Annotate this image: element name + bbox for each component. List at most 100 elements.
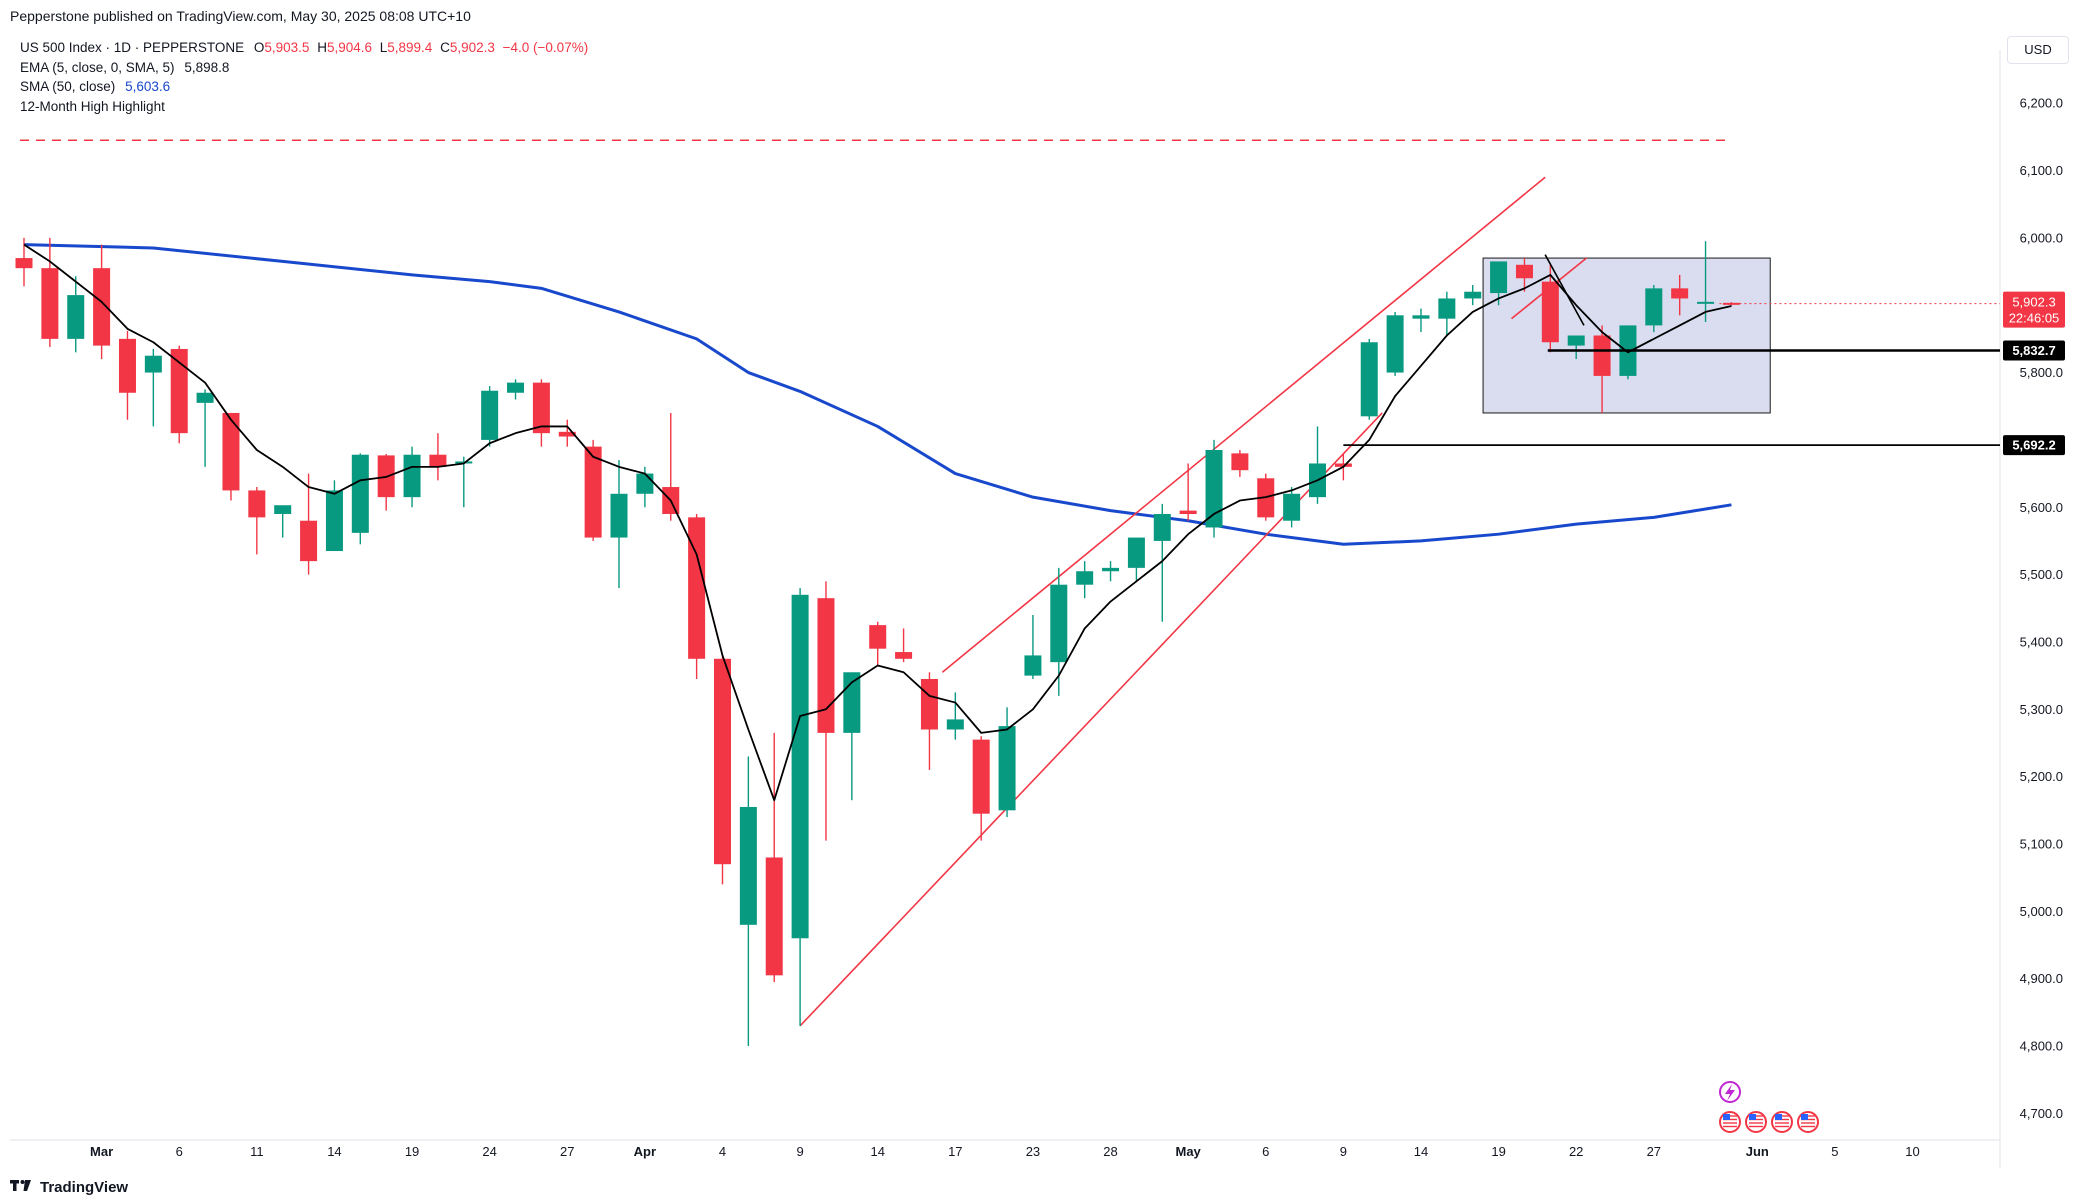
support-price-tag (2003, 435, 2065, 456)
bar-countdown-label: 22:46:05 (2009, 311, 2060, 326)
candle-body (713, 658, 731, 865)
chart-legend: US 500 Index · 1D · PEPPERSTONE O5,903.5… (20, 38, 588, 116)
legend-highlight-label[interactable]: 12-Month High Highlight (20, 98, 165, 114)
candle-body (1567, 335, 1585, 346)
candle-body (1153, 513, 1171, 541)
chart-overlays-back (20, 139, 1771, 1027)
time-tick-label: 5 (1831, 1144, 1838, 1159)
candle (41, 237, 59, 347)
time-tick-label: 27 (560, 1144, 574, 1159)
legend-ema-value: 5,898.8 (184, 59, 230, 75)
legend-symbol[interactable]: US 500 Index · 1D · PEPPERSTONE (20, 40, 245, 55)
time-axis[interactable]: Mar 6 11 14 19 24 27 Apr 4 9 14 17 23 28 May 6 9 14 19 22 27… (90, 1144, 1920, 1159)
currency-button[interactable]: USD (2007, 36, 2069, 64)
candle-body (869, 625, 887, 649)
candle (713, 655, 731, 885)
candle-body (170, 348, 188, 434)
legend-symbol-row: US 500 Index · 1D · PEPPERSTONE O5,903.5… (20, 38, 588, 58)
candle (15, 237, 33, 287)
candle-body (1127, 537, 1145, 568)
economic-event-flag-icon (1797, 1111, 1819, 1133)
candle (1283, 487, 1301, 528)
legend-sma-label[interactable]: SMA (50, close) (20, 79, 116, 94)
candle (1309, 426, 1326, 504)
candle-body (1050, 584, 1068, 663)
legend-high: 5,904.6 (326, 40, 372, 55)
legend-sma-value: 5,603.6 (125, 79, 171, 94)
economic-event-flag-icon (1771, 1111, 1793, 1133)
candle-body (1490, 261, 1508, 294)
candle-body (1438, 298, 1456, 319)
candle (1567, 335, 1585, 360)
candle-body (248, 490, 266, 518)
price-tick-label: 5,100.0 (2020, 837, 2063, 852)
tradingview-logo-icon (10, 1178, 34, 1196)
price-tick-label: 4,800.0 (2020, 1039, 2063, 1054)
footer-brand-text: TradingView (40, 1178, 129, 1196)
candle-body (41, 268, 59, 339)
candle-body (791, 594, 809, 939)
candle (843, 672, 861, 801)
price-tick-label: 5,800.0 (2020, 365, 2063, 380)
candle-body (1102, 567, 1120, 572)
candle (507, 379, 525, 400)
candle (739, 756, 757, 1047)
candle (1671, 274, 1689, 316)
candle-body (920, 678, 938, 730)
candle-body (584, 446, 602, 538)
legend-open: 5,903.5 (264, 40, 310, 55)
support-price-label: 5,692.2 (2012, 438, 2055, 453)
candle-body (351, 454, 369, 533)
candle-body (403, 454, 421, 498)
legend-ema-label[interactable]: EMA (5, close, 0, SMA, 5) (20, 59, 175, 75)
candle (1438, 291, 1456, 336)
time-tick-label: 27 (1647, 1144, 1661, 1159)
candle-body (1205, 450, 1223, 528)
candle (144, 348, 162, 427)
time-tick-label: 10 (1905, 1144, 1919, 1159)
candle-body (481, 390, 499, 440)
time-tick-label: 9 (1340, 1144, 1347, 1159)
legend-open-label: O (253, 40, 265, 55)
time-tick-label: Mar (90, 1144, 113, 1159)
time-tick-label: 14 (870, 1144, 884, 1159)
candle (972, 736, 990, 841)
event-canton (1801, 1114, 1808, 1120)
candle-body (739, 806, 757, 925)
legend-ema-row: EMA (5, close, 0, SMA, 5) 5,898.8 (20, 58, 588, 78)
candle (1645, 284, 1663, 333)
candle-body (222, 412, 240, 491)
candle (1515, 258, 1533, 292)
candle-body (532, 382, 550, 434)
sma50-line (23, 243, 1732, 546)
chart-grid (10, 50, 2001, 1168)
economic-event-flag-icon (1719, 1111, 1741, 1133)
candle (610, 460, 628, 589)
candle-body (1283, 493, 1301, 521)
legend-close-label: C (440, 40, 450, 55)
candle (300, 473, 318, 575)
candle (688, 513, 706, 679)
time-tick-label: 23 (1026, 1144, 1040, 1159)
candle-body (972, 739, 990, 814)
candle (248, 487, 266, 555)
time-tick-label: 24 (482, 1144, 496, 1159)
current-price-tag (2003, 291, 2065, 328)
published-caption: Pepperstone published on TradingView.com… (10, 8, 471, 24)
candle (377, 454, 395, 511)
candles (15, 237, 1740, 1047)
candle-body (1179, 510, 1197, 514)
candle (1464, 284, 1482, 306)
candle (1127, 537, 1145, 582)
price-tick-label: 5,500.0 (2020, 567, 2063, 582)
candle (1205, 439, 1223, 538)
candle-body (1671, 288, 1689, 299)
candle (403, 446, 421, 508)
candle (196, 389, 214, 467)
lightning-event-icon (1719, 1081, 1741, 1103)
event-canton (1723, 1114, 1730, 1120)
time-tick-label: 11 (250, 1144, 264, 1159)
price-axis[interactable]: 4,700.0 4,800.0 4,900.0 5,000.0 5,100.0 5,200… (2003, 96, 2065, 1121)
candle (920, 672, 938, 770)
